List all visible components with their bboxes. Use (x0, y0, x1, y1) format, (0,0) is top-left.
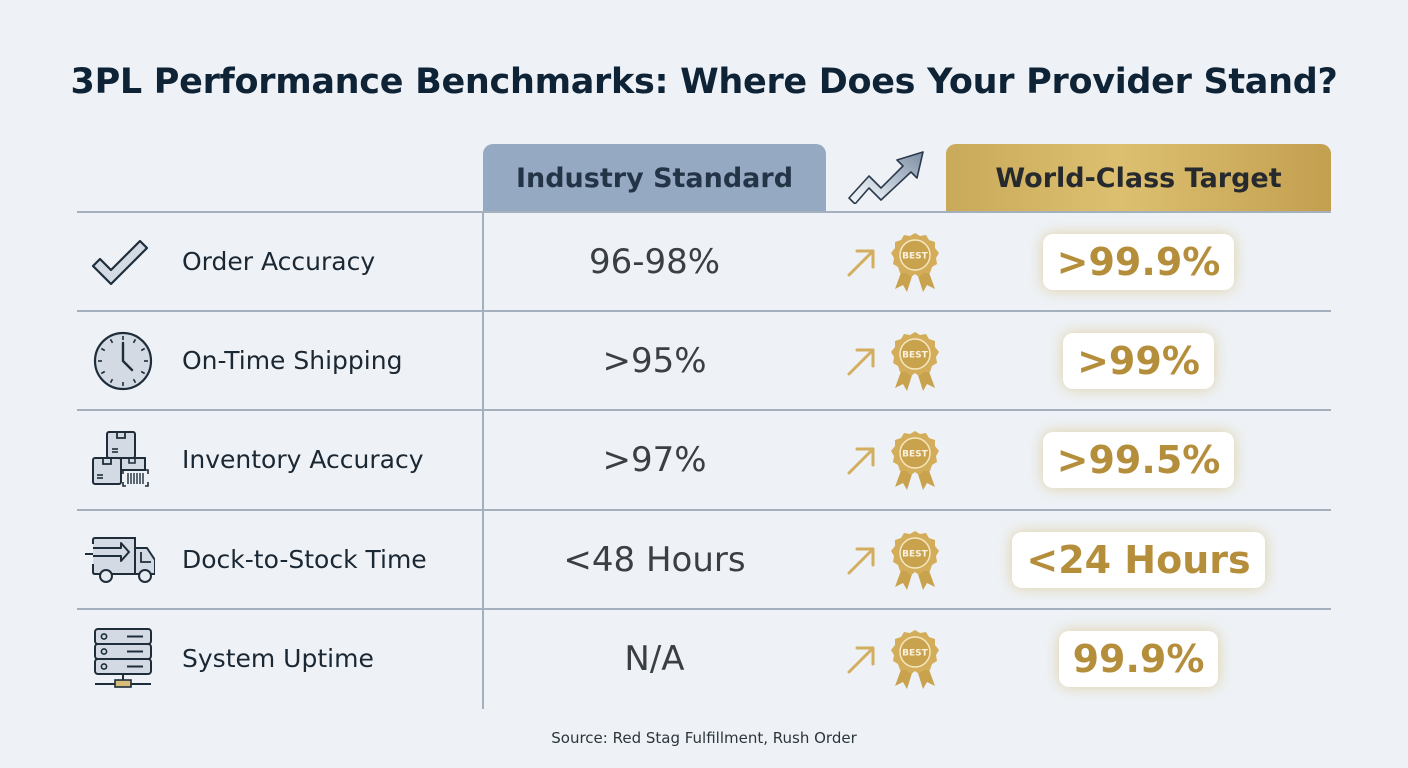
arrow-up-right-icon (847, 447, 875, 475)
divider (77, 509, 1331, 511)
world-class-value: >99.9% (1042, 233, 1235, 290)
world-class-value: >99% (1063, 332, 1214, 389)
industry-standard-header: Industry Standard (483, 144, 826, 212)
arrow-up-right-icon (847, 547, 875, 575)
table-row: Inventory Accuracy >97% BEST >99.5% (77, 410, 1331, 509)
svg-text:BEST: BEST (902, 351, 928, 361)
industry-value: >95% (602, 340, 707, 381)
industry-value: >97% (602, 439, 707, 480)
best-badge-icon: BEST (891, 630, 939, 689)
divider (77, 211, 1331, 213)
svg-text:BEST: BEST (902, 450, 928, 460)
checkmark-icon (91, 239, 149, 286)
metric-label: Dock-to-Stock Time (182, 545, 427, 574)
metric-label: System Uptime (182, 644, 374, 673)
industry-value: <48 Hours (563, 539, 746, 580)
table-row: System Uptime N/A BEST 99.9% (77, 609, 1331, 708)
table-row: Order Accuracy 96-98% BEST >99.9% (77, 212, 1331, 311)
world-class-target-header: World-Class Target (946, 144, 1331, 212)
best-badge-icon: BEST (891, 332, 939, 391)
divider (77, 608, 1331, 610)
best-badge-icon: BEST (891, 431, 939, 490)
table-row: Dock-to-Stock Time <48 Hours BEST <24 Ho… (77, 510, 1331, 609)
world-class-value: <24 Hours (1012, 531, 1265, 588)
source-note: Source: Red Stag Fulfillment, Rush Order (551, 729, 857, 747)
best-badge-icon: BEST (891, 531, 939, 590)
delivery-truck-icon (85, 537, 155, 583)
divider (77, 310, 1331, 312)
svg-text:BEST: BEST (902, 252, 928, 262)
industry-value: N/A (624, 638, 685, 679)
trending-up-icon (848, 151, 924, 204)
clock-icon (93, 331, 153, 391)
world-class-value: >99.5% (1042, 431, 1235, 488)
table-row: On-Time Shipping >95% BEST >99% (77, 311, 1331, 410)
metric-label: Order Accuracy (182, 247, 376, 276)
metric-label: Inventory Accuracy (182, 445, 424, 474)
divider (77, 409, 1331, 411)
svg-text:BEST: BEST (902, 649, 928, 659)
boxes-barcode-icon (92, 431, 149, 487)
arrow-up-right-icon (847, 249, 875, 277)
metric-label: On-Time Shipping (182, 346, 403, 375)
world-class-value: 99.9% (1058, 630, 1219, 687)
arrow-up-right-icon (847, 646, 875, 674)
page-title: 3PL Performance Benchmarks: Where Does Y… (70, 62, 1338, 102)
industry-value: 96-98% (588, 241, 721, 282)
svg-text:BEST: BEST (902, 550, 928, 560)
best-badge-icon: BEST (891, 233, 939, 292)
column-divider (482, 212, 484, 709)
server-icon (94, 628, 152, 688)
arrow-up-right-icon (847, 348, 875, 376)
